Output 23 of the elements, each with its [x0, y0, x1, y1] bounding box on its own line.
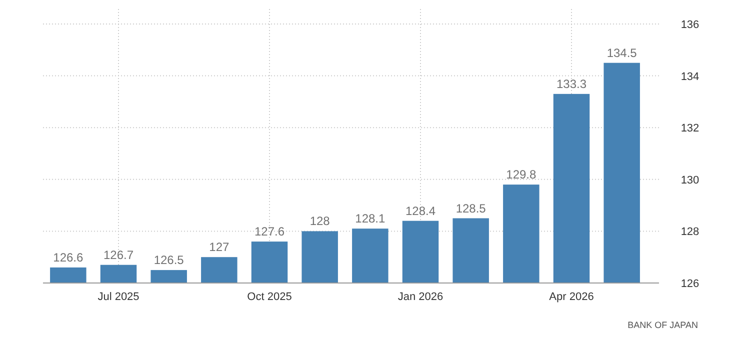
x-tick-label: Oct 2025 [247, 291, 292, 303]
data-label: 128.5 [456, 201, 486, 216]
data-label: 126.6 [53, 250, 84, 264]
data-label: 127.6 [254, 224, 285, 239]
data-label: 128.4 [405, 204, 436, 218]
text: BANK OF JAPAN [628, 320, 698, 330]
y-tick-label: 132 [680, 122, 700, 135]
x-tick-label: Apr 2026 [549, 291, 594, 303]
y-tick-label: 130 [680, 174, 700, 186]
data-label: 126.5 [154, 253, 184, 268]
data-label: 134.5 [606, 46, 638, 60]
y-tick-label: 134 [680, 70, 700, 83]
data-label: 129.8 [506, 168, 537, 182]
x-tick-label: Jan 2026 [398, 291, 444, 303]
data-label: 127 [209, 240, 230, 254]
y-tick-label: 126 [680, 278, 700, 290]
data-label: 128 [310, 214, 330, 228]
y-tick-label: 128 [680, 226, 700, 238]
data-label: 126.7 [103, 248, 134, 262]
data-label: 133.3 [556, 76, 587, 91]
data-label: 128.1 [355, 212, 386, 226]
y-tick-label: 136 [680, 19, 700, 31]
x-tick-label: Jul 2025 [98, 291, 140, 303]
